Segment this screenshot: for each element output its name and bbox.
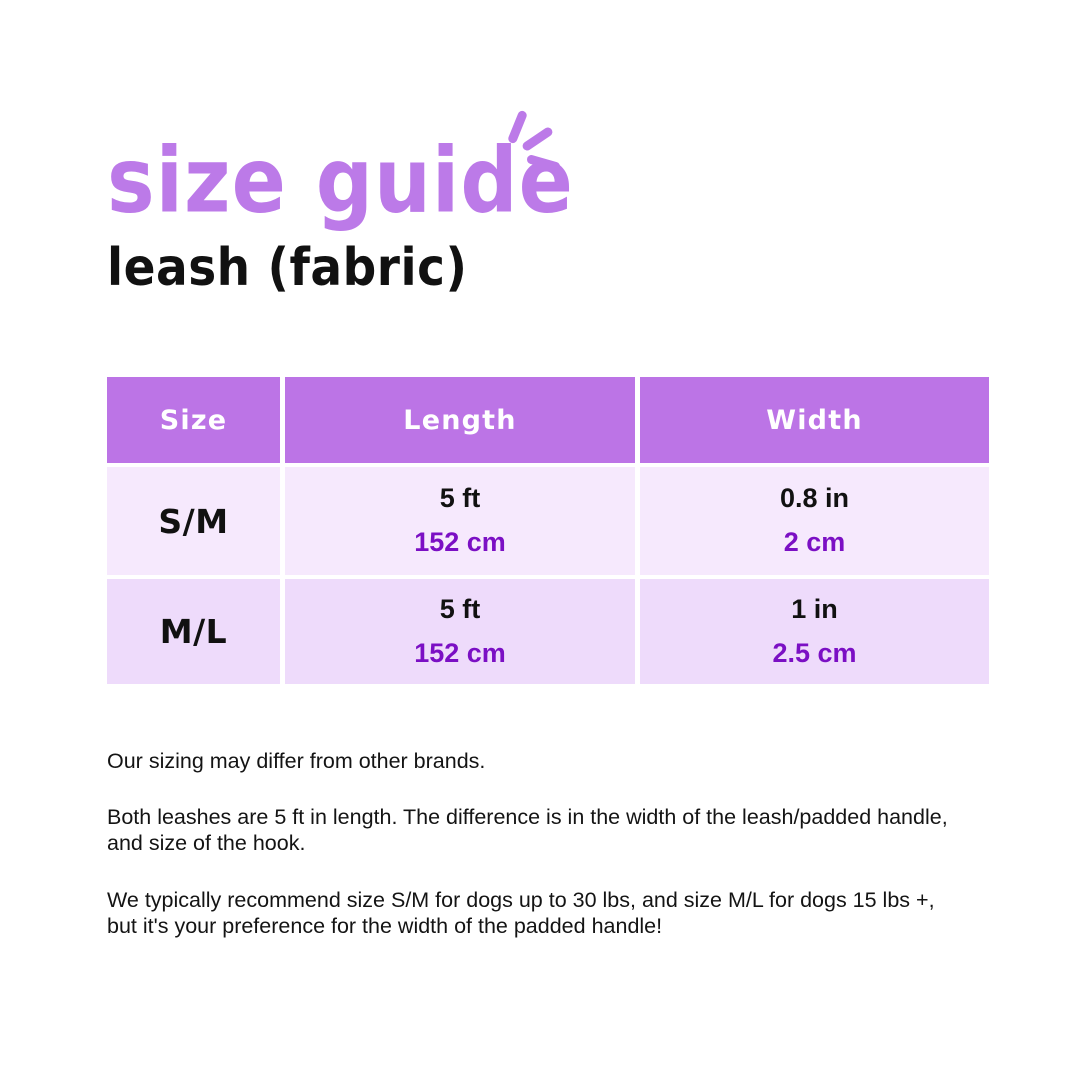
page-subtitle: leash (fabric) bbox=[107, 237, 468, 299]
size-table: Size Length Width S/M 5 ft 152 cm 0.8 in… bbox=[102, 373, 994, 688]
table-header-row: Size Length Width bbox=[107, 377, 989, 463]
width-metric: 2.5 cm bbox=[772, 637, 857, 668]
column-header-width: Width bbox=[640, 377, 989, 463]
length-imperial: 5 ft bbox=[439, 483, 481, 514]
cell-width: 1 in 2.5 cm bbox=[640, 579, 989, 684]
cell-size: M/L bbox=[107, 579, 280, 684]
cell-width: 0.8 in 2 cm bbox=[640, 467, 989, 575]
cell-length: 5 ft 152 cm bbox=[285, 579, 635, 684]
title-row: size guide bbox=[107, 109, 574, 226]
width-imperial: 0.8 in bbox=[779, 483, 850, 514]
table-row: M/L 5 ft 152 cm 1 in 2.5 cm bbox=[107, 579, 989, 684]
note-paragraph: Our sizing may differ from other brands. bbox=[107, 749, 486, 773]
note-paragraph: We typically recommend size S/M for dogs… bbox=[107, 887, 935, 938]
column-header-size: Size bbox=[107, 377, 280, 463]
notes-section: Our sizing may differ from other brands.… bbox=[107, 748, 969, 939]
table-body: S/M 5 ft 152 cm 0.8 in 2 cm M/L 5 ft 152… bbox=[107, 467, 989, 684]
length-metric: 152 cm bbox=[414, 527, 506, 557]
length-imperial: 5 ft bbox=[439, 593, 481, 624]
length-metric: 152 cm bbox=[414, 637, 506, 668]
table-header: Size Length Width bbox=[107, 377, 989, 463]
page-title: size guide bbox=[107, 128, 574, 233]
width-imperial: 1 in bbox=[791, 593, 838, 624]
column-header-length: Length bbox=[285, 377, 635, 463]
heading-block: size guide leash (fabric) bbox=[107, 109, 967, 294]
cell-length: 5 ft 152 cm bbox=[285, 467, 635, 575]
note-paragraph: Both leashes are 5 ft in length. The dif… bbox=[107, 805, 948, 856]
width-metric: 2 cm bbox=[783, 527, 846, 557]
cell-size: S/M bbox=[107, 467, 280, 575]
table-row: S/M 5 ft 152 cm 0.8 in 2 cm bbox=[107, 467, 989, 575]
